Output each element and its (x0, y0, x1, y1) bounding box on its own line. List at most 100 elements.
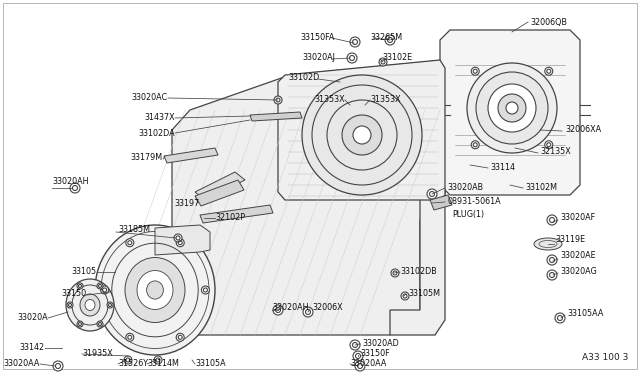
Text: 32006XA: 32006XA (565, 125, 601, 135)
Text: A33 100 3: A33 100 3 (582, 353, 628, 362)
Text: 33102M: 33102M (525, 183, 557, 192)
Ellipse shape (488, 84, 536, 132)
Text: 33105A: 33105A (195, 359, 226, 369)
Ellipse shape (342, 115, 382, 155)
Text: 33102DB: 33102DB (400, 267, 436, 276)
Circle shape (154, 356, 162, 364)
Ellipse shape (302, 75, 422, 195)
Text: 31935X: 31935X (82, 350, 113, 359)
Circle shape (97, 283, 103, 289)
Circle shape (107, 302, 113, 308)
Text: 33020AF: 33020AF (560, 214, 595, 222)
Ellipse shape (66, 279, 114, 331)
Circle shape (545, 141, 553, 149)
Text: 08931-5061A: 08931-5061A (447, 198, 500, 206)
Text: 33105: 33105 (72, 267, 97, 276)
Text: 33265M: 33265M (370, 33, 402, 42)
Text: 33020AG: 33020AG (560, 267, 596, 276)
Text: 32102P: 32102P (215, 214, 245, 222)
Ellipse shape (80, 294, 100, 316)
Circle shape (53, 361, 63, 371)
Text: 33020AA: 33020AA (350, 359, 387, 369)
Circle shape (471, 67, 479, 75)
Circle shape (126, 239, 134, 247)
Text: PLUG(1): PLUG(1) (452, 209, 484, 218)
Circle shape (391, 269, 399, 277)
Circle shape (70, 183, 80, 193)
Circle shape (174, 234, 182, 242)
Text: 33114: 33114 (490, 164, 515, 173)
Circle shape (273, 305, 283, 315)
Text: 33105M: 33105M (408, 289, 440, 298)
Circle shape (77, 321, 83, 327)
Text: 33020AC: 33020AC (132, 93, 168, 103)
Polygon shape (430, 195, 452, 210)
Circle shape (547, 215, 557, 225)
Text: 33119E: 33119E (555, 235, 585, 244)
Circle shape (547, 255, 557, 265)
Ellipse shape (498, 94, 526, 122)
Text: 33142: 33142 (20, 343, 45, 353)
Ellipse shape (95, 225, 215, 355)
Ellipse shape (137, 270, 173, 310)
Circle shape (126, 333, 134, 341)
Text: 33179M: 33179M (131, 154, 163, 163)
Text: 33020AA: 33020AA (4, 359, 40, 369)
Text: 33114M: 33114M (147, 359, 179, 369)
Ellipse shape (353, 126, 371, 144)
Ellipse shape (147, 281, 163, 299)
Circle shape (176, 333, 184, 341)
Circle shape (379, 58, 387, 66)
Circle shape (100, 286, 109, 294)
Ellipse shape (125, 257, 185, 323)
Circle shape (547, 270, 557, 280)
Text: 31437X: 31437X (145, 113, 175, 122)
Polygon shape (155, 225, 210, 255)
Circle shape (350, 340, 360, 350)
Polygon shape (250, 112, 302, 121)
Circle shape (353, 351, 363, 361)
Text: 33105AA: 33105AA (567, 310, 604, 318)
Circle shape (355, 361, 365, 371)
Text: 32006X: 32006X (312, 304, 342, 312)
Polygon shape (440, 30, 580, 195)
Circle shape (555, 313, 565, 323)
Circle shape (350, 37, 360, 47)
Ellipse shape (467, 63, 557, 153)
Circle shape (545, 67, 553, 75)
Text: 33020A: 33020A (17, 314, 48, 323)
Polygon shape (172, 60, 445, 335)
Text: 33020AH: 33020AH (52, 177, 88, 186)
Text: 33020AH: 33020AH (272, 304, 308, 312)
Polygon shape (390, 195, 445, 335)
Circle shape (176, 239, 184, 247)
Text: 33102E: 33102E (382, 54, 412, 62)
Text: 33150: 33150 (62, 289, 87, 298)
Circle shape (124, 356, 132, 364)
Circle shape (97, 321, 103, 327)
Text: 33150FA: 33150FA (301, 33, 335, 42)
Text: 33197: 33197 (175, 199, 200, 208)
Text: 33020AD: 33020AD (362, 340, 399, 349)
Circle shape (385, 35, 395, 45)
Polygon shape (195, 172, 245, 200)
Text: 31353X: 31353X (370, 96, 401, 105)
Polygon shape (195, 180, 244, 206)
Ellipse shape (85, 299, 95, 311)
Polygon shape (164, 148, 218, 163)
Circle shape (67, 302, 73, 308)
Text: 32006QB: 32006QB (530, 17, 567, 26)
Text: 31526Y: 31526Y (118, 359, 148, 369)
Text: 33020AE: 33020AE (560, 251, 596, 260)
Circle shape (274, 96, 282, 104)
Circle shape (202, 286, 209, 294)
Text: 33020AJ: 33020AJ (302, 54, 335, 62)
Text: 33102D: 33102D (289, 74, 320, 83)
Circle shape (401, 292, 409, 300)
Text: 32135X: 32135X (540, 148, 571, 157)
Polygon shape (278, 60, 445, 200)
Ellipse shape (506, 102, 518, 114)
Circle shape (303, 307, 313, 317)
Circle shape (427, 189, 437, 199)
Circle shape (347, 53, 357, 63)
